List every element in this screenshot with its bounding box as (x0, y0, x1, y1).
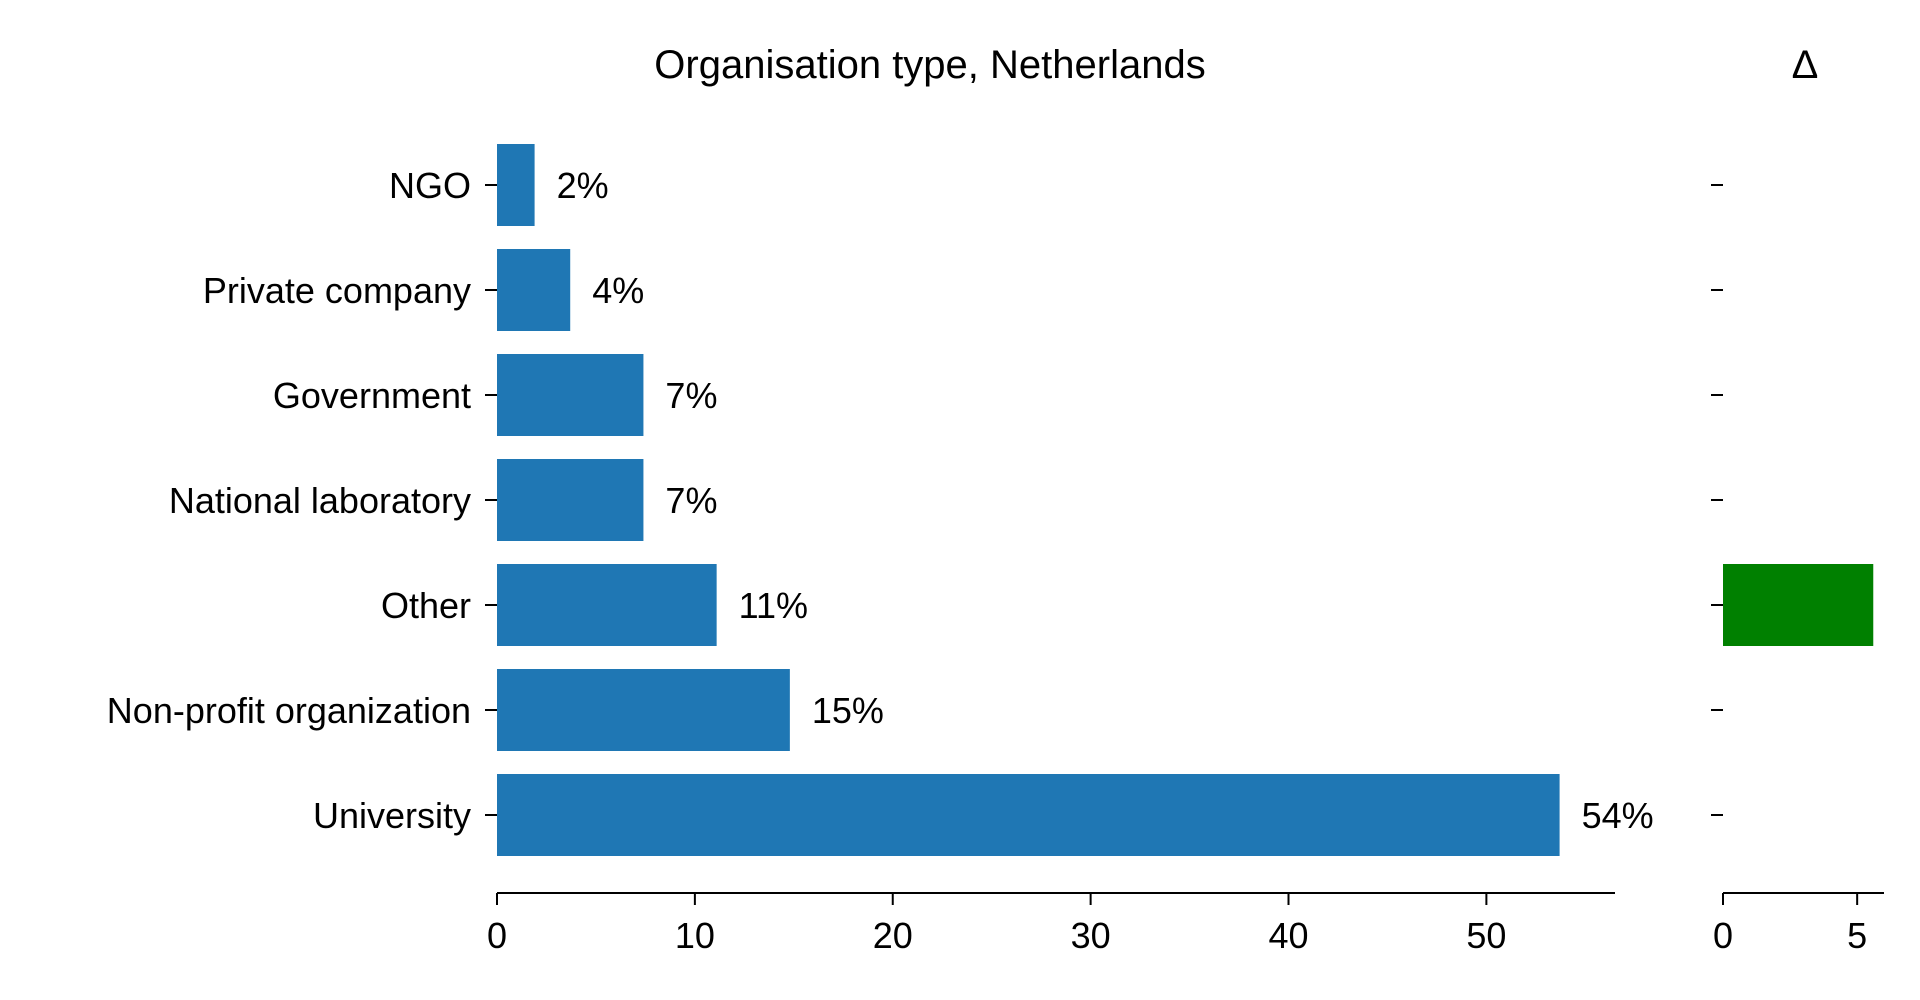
panel1-bar-5 (497, 669, 790, 751)
category-label-3: National laboratory (169, 480, 471, 521)
panel1-data-label-1: 4% (592, 270, 644, 311)
panel1-data-label-4: 11% (739, 585, 808, 626)
panel1-chart-title: Organisation type, Netherlands (654, 43, 1205, 87)
panel1-x-tick-label-0: 0 (487, 915, 507, 956)
category-label-4: Other (381, 585, 471, 626)
panel1-x-tick-label-2: 20 (873, 915, 913, 956)
panel1-x-tick-label-5: 50 (1466, 915, 1506, 956)
panel1-bar-0 (497, 144, 535, 226)
category-label-0: NGO (389, 165, 471, 206)
panel2-x-tick-label-0: 0 (1713, 915, 1733, 956)
panel2-chart-title: Δ (1792, 43, 1819, 87)
category-label-6: University (313, 795, 471, 836)
panel1-data-label-0: 2% (557, 165, 609, 206)
panel1-x-tick-label-1: 10 (675, 915, 715, 956)
panel2-bar-4 (1723, 564, 1874, 646)
category-label-5: Non-profit organization (107, 690, 471, 731)
panel1-data-label-5: 15% (812, 690, 884, 731)
panel1-bar-4 (497, 564, 717, 646)
panel1-x-tick-label-4: 40 (1268, 915, 1308, 956)
panel2-x-tick-label-1: 5 (1847, 915, 1867, 956)
category-label-2: Government (273, 375, 471, 416)
panel1-data-label-3: 7% (665, 480, 717, 521)
panel1-bar-3 (497, 459, 644, 541)
panel1-x-tick-label-3: 30 (1071, 915, 1111, 956)
panel1-bar-2 (497, 354, 644, 436)
panel1-bar-1 (497, 249, 571, 331)
panel1-bar-6 (497, 774, 1560, 856)
panel1-data-label-2: 7% (665, 375, 717, 416)
panel1-data-label-6: 54% (1582, 795, 1654, 836)
category-label-1: Private company (203, 270, 471, 311)
